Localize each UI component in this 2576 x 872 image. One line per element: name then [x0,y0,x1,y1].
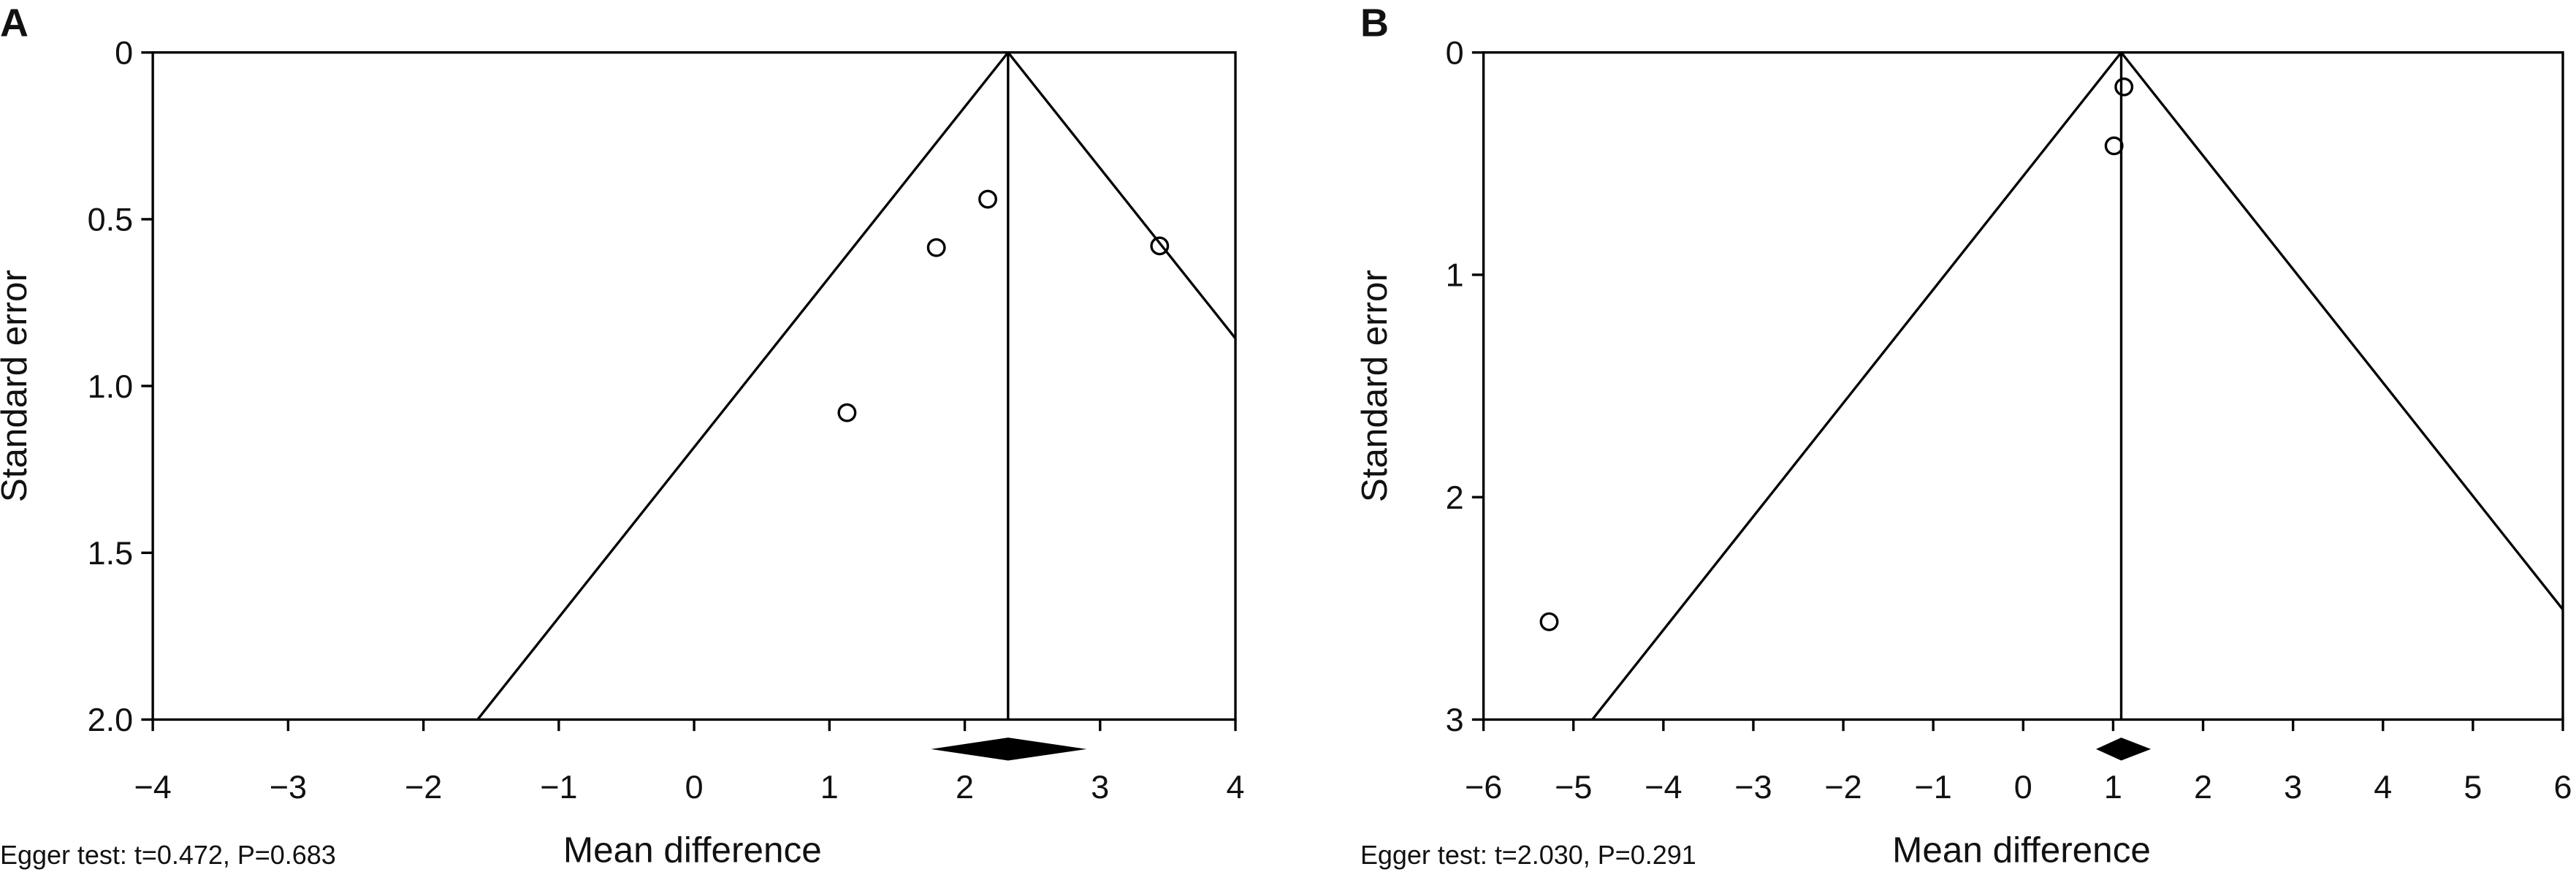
x-tick-label: −1 [540,768,577,805]
pooled-diamond [2096,738,2152,761]
study-point [837,403,857,422]
funnel-group [1591,52,2564,720]
panel: 0 0.5 1.0 1.5 2.0−4 −3 −2 −1 0 1 2 3 4 A Standard erro… [0,1,1245,871]
funnel-right [2120,52,2564,612]
x-tick-label: −2 [405,768,442,805]
x-tick-label: 1 [2104,768,2122,805]
study-point [1539,612,1559,632]
x-tick-label: −4 [1645,768,1682,805]
x-tick-label: 2 [956,768,974,805]
study-point [2104,136,2124,156]
x-tick-label: 2 [2194,768,2212,805]
x-tick-label: −3 [270,768,307,805]
x-tick-label: 4 [2374,768,2392,805]
y-axis-label: Standard error [1354,270,1395,502]
plot-frame [1482,51,2564,721]
x-tick-label: 3 [1091,768,1109,805]
funnel-group [476,52,1236,720]
x-tick-label: −3 [1734,768,1772,805]
study-point [978,189,997,209]
x-axis-label: Mean difference [1892,830,2151,871]
x-tick-label: 3 [2284,768,2302,805]
x-tick-label: −5 [1555,768,1592,805]
plot-frame [151,51,1237,721]
funnel-left [476,52,1010,720]
x-tick-label: 0 [685,768,704,805]
y-axis-label: Standard error [0,270,34,502]
study-point [2114,77,2134,96]
x-tick-label: −2 [1824,768,1861,805]
pooled-diamond [931,738,1087,761]
x-tick-label: 1 [820,768,839,805]
funnel-right [1007,52,1236,341]
egger-note: Egger test: t=0.472, P=0.683 [0,840,336,870]
y-tick-label: 1.5 [88,534,134,572]
x-tick-label: 4 [1227,768,1245,805]
study-point [1150,236,1170,256]
x-tick-label: −1 [1915,768,1952,805]
study-point [926,238,946,257]
x-tick-label: −4 [134,768,171,805]
x-tick-label: 5 [2463,768,2482,805]
y-tick-label: 1 [1446,257,1464,294]
y-tick-label: 3 [1446,701,1464,738]
y-tick-label: 2.0 [88,701,134,738]
y-tick-label: 0 [115,34,133,72]
x-tick-label: 6 [2554,768,2572,805]
y-tick-label: 2 [1446,479,1464,516]
x-tick-label: −6 [1465,768,1502,805]
panel-letter: B [1360,1,1389,45]
x-tick-label: 0 [2014,768,2032,805]
funnel-left [1591,52,2122,720]
y-tick-label: 0.5 [88,201,134,238]
panel-letter: A [0,1,28,45]
y-tick-label: 0 [1446,34,1464,72]
x-axis-label: Mean difference [563,830,822,871]
egger-note: Egger test: t=2.030, P=0.291 [1360,840,1696,870]
y-tick-label: 1.0 [88,368,134,405]
